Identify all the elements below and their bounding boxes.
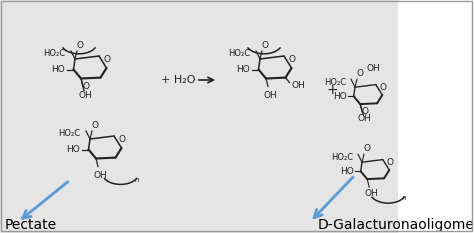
Text: O: O — [82, 82, 90, 91]
Text: HO: HO — [340, 167, 354, 176]
Text: OH: OH — [93, 171, 107, 179]
Text: n: n — [135, 177, 139, 183]
Text: O: O — [379, 83, 386, 92]
Text: OH: OH — [292, 81, 305, 90]
Text: O: O — [91, 120, 99, 130]
Text: O: O — [118, 136, 125, 144]
Text: HO₂C: HO₂C — [331, 153, 354, 162]
Text: HO₂C: HO₂C — [58, 129, 80, 138]
Text: O: O — [103, 55, 110, 65]
Text: OH: OH — [365, 189, 378, 198]
Text: OH: OH — [263, 90, 277, 99]
Text: HO: HO — [333, 92, 346, 101]
Text: O: O — [356, 69, 364, 78]
Bar — [0, 0, 398, 233]
Text: D-Galacturonaoligomers: D-Galacturonaoligomers — [318, 218, 474, 232]
Text: HO: HO — [66, 145, 80, 154]
Text: HO₂C: HO₂C — [228, 49, 250, 58]
Text: Pectate: Pectate — [5, 218, 57, 232]
Text: HO: HO — [51, 65, 65, 74]
Text: HO₂C: HO₂C — [325, 78, 346, 87]
Text: O: O — [364, 144, 371, 153]
Text: HO: HO — [237, 65, 250, 74]
Text: + H₂O: + H₂O — [161, 75, 195, 85]
Text: O: O — [288, 55, 295, 65]
Text: OH: OH — [367, 64, 381, 73]
Text: O: O — [386, 158, 393, 167]
Text: OH: OH — [357, 114, 371, 123]
Text: O: O — [76, 41, 83, 49]
Text: O: O — [362, 107, 369, 116]
Text: +: + — [326, 83, 338, 97]
Text: O: O — [262, 41, 268, 49]
Text: n: n — [402, 195, 407, 201]
Text: OH: OH — [78, 90, 92, 99]
Text: HO₂C: HO₂C — [43, 49, 65, 58]
